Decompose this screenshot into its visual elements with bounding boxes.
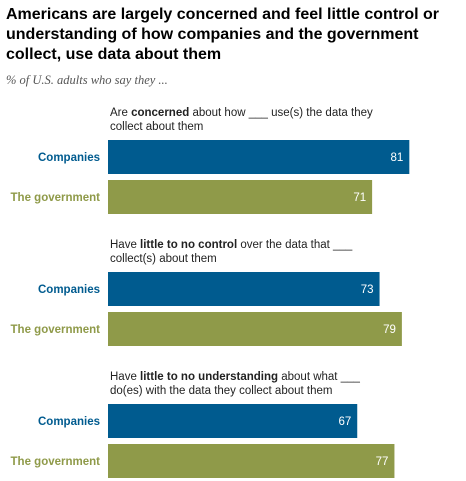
caption-segment: Are	[110, 107, 131, 119]
caption-segment: about what ___	[278, 371, 360, 383]
bar	[108, 272, 380, 306]
bar	[108, 404, 358, 438]
caption-segment: little to no control	[140, 239, 237, 251]
caption-segment: collect about them	[110, 121, 203, 133]
bar	[108, 312, 402, 346]
caption-segment: concerned	[131, 107, 189, 119]
caption-segment: do(es) with the data they collect about …	[110, 385, 332, 397]
chart-title: Americans are largely concerned and feel…	[6, 6, 440, 63]
group-caption: Are concerned about how ___ use(s) the d…	[110, 107, 373, 133]
caption-segment: Have	[110, 239, 140, 251]
bar	[108, 140, 410, 174]
group-caption: Have little to no understanding about wh…	[110, 371, 360, 397]
category-label: Companies	[38, 416, 100, 428]
data-label: 79	[383, 324, 396, 336]
caption-segment: collect(s) about them	[110, 253, 217, 265]
category-label: The government	[11, 192, 101, 204]
bar	[108, 180, 373, 214]
bar	[108, 444, 395, 478]
caption-segment: little to no understanding	[140, 371, 278, 383]
category-label: Companies	[38, 152, 100, 164]
caption-segment: about how ___ use(s) the data they	[189, 107, 373, 119]
category-label: The government	[11, 456, 101, 468]
category-label: Companies	[38, 284, 100, 296]
data-label: 77	[376, 456, 389, 468]
category-label: The government	[11, 324, 101, 336]
caption-segment: over the data that ___	[237, 239, 353, 251]
chart-subtitle: % of U.S. adults who say they ...	[6, 73, 168, 87]
caption-segment: Have	[110, 371, 140, 383]
group-caption: Have little to no control over the data …	[110, 239, 353, 265]
data-label: 81	[391, 152, 404, 164]
data-label: 73	[361, 284, 374, 296]
data-label: 71	[353, 192, 366, 204]
data-label: 67	[338, 416, 351, 428]
